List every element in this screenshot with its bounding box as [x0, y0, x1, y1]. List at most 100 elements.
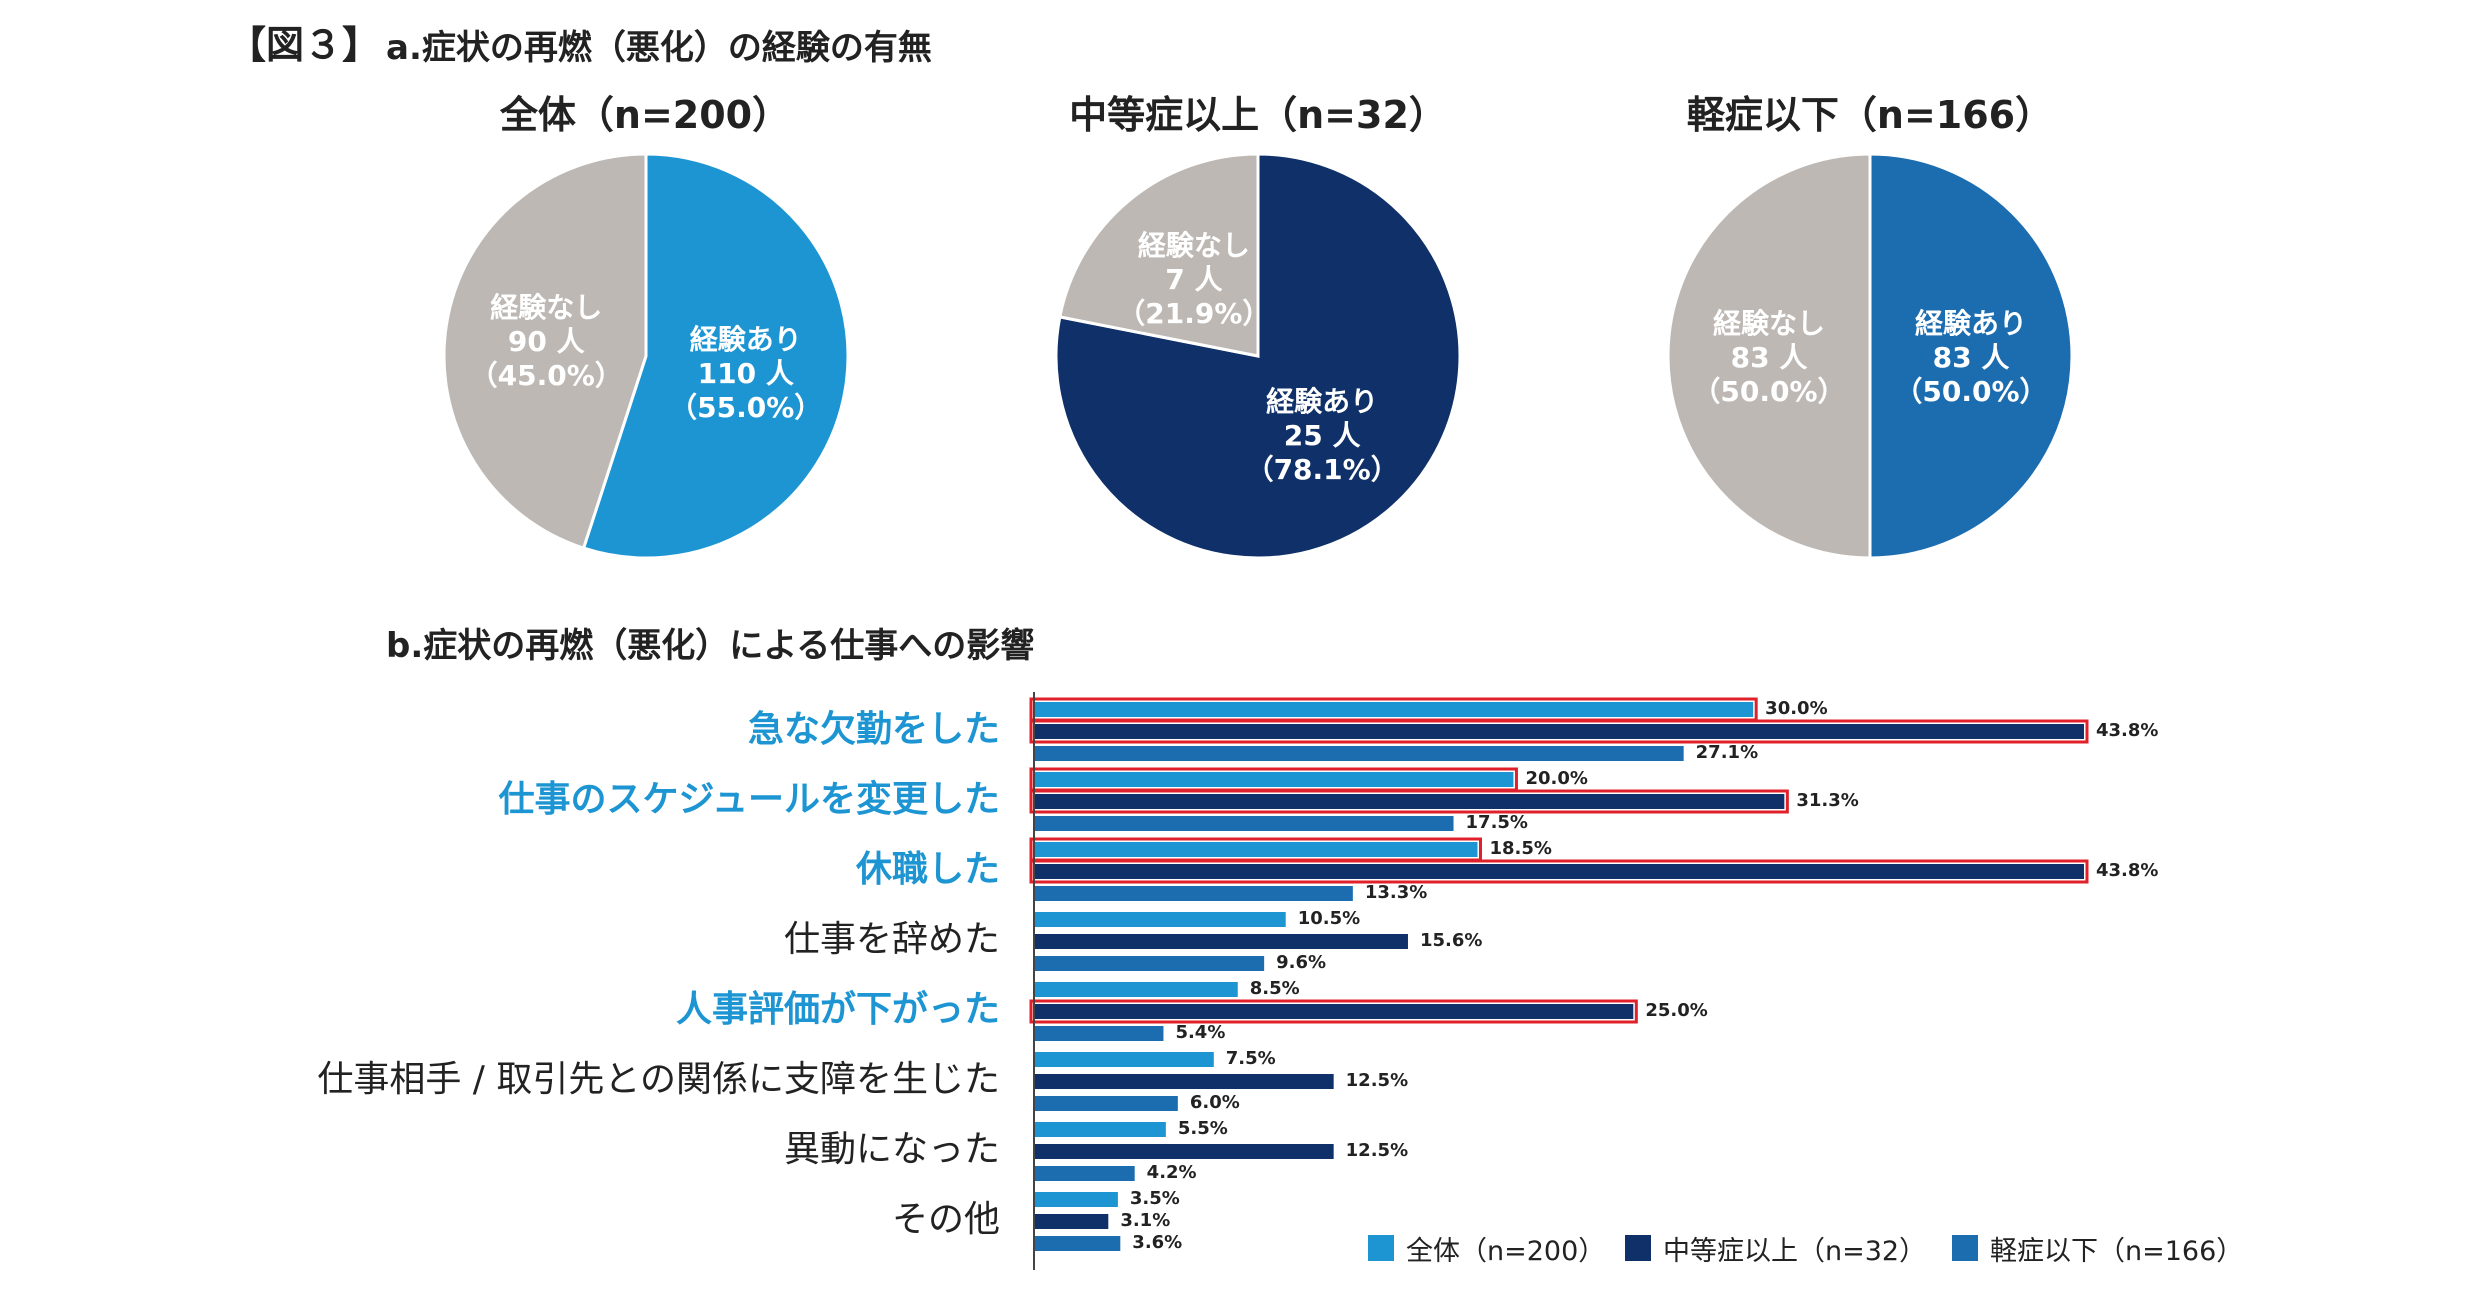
category-label: 人事評価が下がった	[675, 989, 1000, 1030]
pie-title-moderate: 中等症以上（n=32）	[1069, 93, 1447, 137]
legend-label: 中等症以上（n=32）	[1663, 1235, 1927, 1267]
legend-item-moderate: 中等症以上（n=32）	[1625, 1228, 1926, 1268]
bar	[1034, 864, 2084, 879]
bar	[1034, 1192, 1118, 1207]
category-label: 異動になった	[783, 1129, 1000, 1170]
pie-slice-label: 経験あり	[1915, 307, 2027, 340]
bar-highlight-border	[1029, 719, 2089, 744]
pie-slice-label: 110 人	[698, 357, 794, 390]
bar-value-label: 15.6%	[1420, 930, 1482, 951]
bar	[1034, 1166, 1135, 1181]
bar	[1034, 956, 1265, 971]
category-label: 仕事のスケジュールを変更した	[498, 779, 1000, 820]
bar	[1034, 1074, 1334, 1089]
pie-slice	[1666, 152, 1872, 560]
pie-slice	[581, 152, 850, 560]
bar	[1034, 1026, 1164, 1041]
figure-label: 【図３】	[228, 23, 381, 67]
pie-slice-label: （45.0%）	[470, 359, 623, 392]
section-b-title: b.症状の再燃（悪化）による仕事への影響	[386, 626, 1035, 666]
section-a-title: a.症状の再燃（悪化）の経験の有無	[386, 28, 932, 68]
bar-value-label: 43.8%	[2096, 720, 2158, 741]
pie-slice	[442, 152, 648, 551]
bar	[1034, 1122, 1166, 1137]
bar-value-label: 31.3%	[1796, 790, 1858, 811]
bar-value-label: 8.5%	[1250, 978, 1300, 999]
bar-highlight-border	[1029, 999, 1638, 1024]
bar	[1034, 912, 1286, 927]
legend-label: 全体（n=200）	[1406, 1235, 1606, 1267]
legend-swatch	[1368, 1235, 1394, 1261]
bar	[1034, 772, 1514, 787]
bar	[1034, 982, 1238, 997]
pie-slice-label: 経験あり	[1266, 385, 1378, 418]
bar-value-label: 3.5%	[1130, 1188, 1180, 1209]
bar-highlight-border	[1029, 789, 1789, 814]
pie-title-mild: 軽症以下（n=166）	[1686, 93, 2054, 137]
bar	[1034, 934, 1408, 949]
category-label: 仕事を辞めた	[783, 919, 1000, 960]
legend-swatch	[1952, 1235, 1978, 1261]
bar	[1034, 886, 1353, 901]
bar	[1034, 724, 2084, 739]
legend-label: 軽症以下（n=166）	[1990, 1235, 2244, 1267]
bar-value-label: 3.6%	[1132, 1232, 1182, 1253]
pie-slice-label: 25 人	[1284, 419, 1361, 452]
bar	[1034, 1096, 1178, 1111]
bar-highlight-border	[1029, 859, 2089, 884]
legend-item-mild: 軽症以下（n=166）	[1952, 1228, 2243, 1268]
pie-slice-label: 経験なし	[1138, 229, 1250, 262]
bar	[1034, 816, 1454, 831]
bar	[1034, 1144, 1334, 1159]
bar	[1034, 702, 1754, 717]
category-label: 休職した	[855, 849, 1000, 890]
pie-slice-label: （21.9%）	[1117, 297, 1270, 330]
bar-value-label: 17.5%	[1466, 812, 1528, 833]
pie-slice-label: （78.1%）	[1246, 453, 1399, 486]
legend-item-all: 全体（n=200）	[1368, 1228, 1605, 1268]
bar-value-label: 7.5%	[1226, 1048, 1276, 1069]
bar-value-label: 5.4%	[1175, 1022, 1225, 1043]
bar-value-label: 27.1%	[1696, 742, 1758, 763]
pie-slice-label: （50.0%）	[1692, 375, 1845, 408]
bar	[1034, 794, 1785, 809]
bar-value-label: 9.6%	[1276, 952, 1326, 973]
pie-slice-label: 7 人	[1165, 263, 1222, 296]
category-label: 仕事相手 / 取引先との関係に支障を生じた	[317, 1059, 1000, 1100]
bar-chart: 30.0% 43.8% 27.1% 20.0% 31.3% 17.5% 18.5% 43.8%…	[1029, 692, 2158, 1270]
pie-slice-label: 経験なし	[490, 291, 602, 324]
bar-value-label: 20.0%	[1525, 768, 1587, 789]
bar-value-label: 3.1%	[1120, 1210, 1170, 1231]
pie-slice-label: 83 人	[1933, 341, 2010, 374]
bar	[1034, 1004, 1634, 1019]
bar-value-label: 43.8%	[2096, 860, 2158, 881]
bar	[1034, 1236, 1121, 1251]
bar	[1034, 746, 1684, 761]
pie-title-all: 全体（n=200）	[499, 93, 791, 137]
category-label: その他	[891, 1199, 1000, 1240]
pie-slice-label: （50.0%）	[1894, 375, 2047, 408]
pie-slice-label: （55.0%）	[669, 391, 822, 424]
bar	[1034, 1214, 1109, 1229]
bar-value-label: 30.0%	[1765, 698, 1827, 719]
bar-value-label: 25.0%	[1645, 1000, 1707, 1021]
pie-slice-label: 83 人	[1731, 341, 1808, 374]
pie-slice-label: 経験あり	[690, 323, 802, 356]
bar	[1034, 1052, 1214, 1067]
pie-slice-label: 90 人	[508, 325, 585, 358]
bar-value-label: 18.5%	[1489, 838, 1551, 859]
category-label: 急な欠勤をした	[747, 709, 1000, 750]
bar-value-label: 6.0%	[1190, 1092, 1240, 1113]
bar-value-label: 13.3%	[1365, 882, 1427, 903]
bar-value-label: 5.5%	[1178, 1118, 1228, 1139]
bar	[1034, 842, 1478, 857]
bar-value-label: 12.5%	[1346, 1070, 1408, 1091]
bar-value-label: 4.2%	[1147, 1162, 1197, 1183]
pie-slice-label: 経験なし	[1713, 307, 1825, 340]
bar-value-label: 10.5%	[1298, 908, 1360, 929]
legend-swatch	[1625, 1235, 1651, 1261]
